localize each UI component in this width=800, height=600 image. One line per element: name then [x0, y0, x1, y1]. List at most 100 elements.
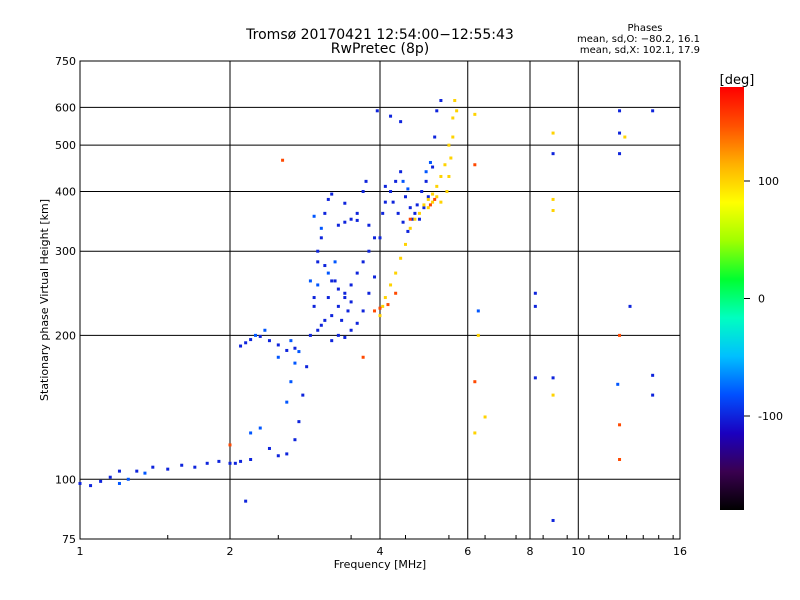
scatter-point	[428, 160, 432, 164]
scatter-point	[330, 339, 334, 343]
colorbar-tick-label: 100	[758, 175, 779, 188]
scatter-point	[618, 457, 622, 461]
scatter-point	[361, 189, 365, 193]
scatter-point	[333, 260, 337, 264]
scatter-point	[336, 304, 340, 308]
scatter-point	[258, 334, 262, 338]
scatter-point	[326, 296, 330, 300]
x-tick-label: 8	[527, 545, 534, 558]
scatter-point	[267, 446, 271, 450]
scatter-point	[424, 179, 428, 183]
scatter-point	[312, 296, 316, 300]
grid	[79, 60, 681, 540]
scatter-point	[249, 457, 253, 461]
scatter-point	[312, 214, 316, 218]
scatter-point	[276, 355, 280, 359]
scatter-point	[455, 109, 459, 113]
scatter-point	[323, 318, 327, 322]
scatter-point	[533, 376, 537, 380]
scatter-point	[285, 348, 289, 352]
tick-labels: 1 2 4 6 8 10 16 75 100 200 300 400 500 600 750	[55, 55, 687, 558]
scatter-point	[411, 217, 415, 221]
scatter-point	[651, 373, 655, 377]
scatter-point	[396, 211, 400, 215]
scatter-point	[413, 211, 417, 215]
scatter-point	[343, 220, 347, 224]
y-tick-label: 600	[55, 101, 76, 114]
scatter-point	[297, 420, 301, 424]
scatter-point	[483, 415, 487, 419]
scatter-point	[439, 200, 443, 204]
scatter-point	[422, 203, 426, 207]
scatter-point	[435, 109, 439, 113]
scatter-point	[401, 179, 405, 183]
scatter-point	[308, 333, 312, 337]
colorbar-ticks: 100 0 -100	[744, 175, 783, 423]
scatter-point	[349, 283, 353, 287]
scatter-point	[389, 189, 393, 193]
colorbar-tick-label: 0	[758, 293, 765, 306]
scatter-point	[426, 206, 430, 210]
scatter-point	[340, 318, 344, 322]
scatter-point	[126, 477, 130, 481]
legend-line-o: mean, sd,O: −80.2, 16.1	[577, 34, 700, 45]
scatter-point	[367, 249, 371, 253]
scatter-point	[394, 271, 398, 275]
scatter-point	[135, 469, 139, 473]
scatter-point	[373, 236, 377, 240]
scatter-point	[551, 197, 555, 201]
scatter-point	[336, 223, 340, 227]
scatter-point	[417, 217, 421, 221]
scatter-point	[289, 380, 293, 384]
scatter-point	[426, 195, 430, 199]
x-tick-label: 10	[571, 545, 585, 558]
scatter-point	[394, 179, 398, 183]
scatter-point	[293, 361, 297, 365]
y-axis-label: Stationary phase Virtual Height [km]	[38, 199, 51, 401]
scatter-point	[349, 328, 353, 332]
scatter-point	[233, 461, 237, 465]
scatter-point	[551, 518, 555, 522]
scatter-point	[378, 314, 382, 318]
scatter-point	[297, 350, 301, 354]
scatter-point	[408, 226, 412, 230]
scatter-point	[373, 309, 377, 313]
scatter-point	[616, 382, 620, 386]
scatter-point	[346, 309, 350, 313]
scatter-point	[373, 275, 377, 279]
scatter-point	[308, 279, 312, 283]
scatter-point	[551, 131, 555, 135]
scatter-point	[326, 271, 330, 275]
scatter-point	[618, 152, 622, 156]
scatter-point	[319, 323, 323, 327]
scatter-point	[293, 346, 297, 350]
scatter-point	[228, 461, 232, 465]
scatter-point	[89, 484, 93, 488]
y-tick-label: 400	[55, 185, 76, 198]
scatter-point	[355, 321, 359, 325]
scatter-point	[618, 131, 622, 135]
scatter-point	[330, 279, 334, 283]
scatter-point	[305, 365, 309, 369]
scatter-point	[618, 423, 622, 427]
scatter-point	[473, 431, 477, 435]
y-tick-label: 75	[62, 533, 76, 546]
scatter-point	[451, 135, 455, 139]
scatter-point	[267, 339, 271, 343]
scatter-point	[349, 217, 353, 221]
scatter-point	[285, 452, 289, 456]
scatter-point	[433, 197, 437, 201]
scatter-point	[476, 333, 480, 337]
scatter-point	[319, 226, 323, 230]
scatter-point	[193, 465, 197, 469]
scatter-point	[180, 463, 184, 467]
scatter-point	[386, 303, 390, 307]
scatter-point	[533, 291, 537, 295]
scatter-point	[151, 465, 155, 469]
scatter-point	[375, 109, 379, 113]
scatter-point	[399, 256, 403, 260]
scatter-point	[336, 287, 340, 291]
scatter-point	[166, 467, 170, 471]
legend-heading: Phases	[627, 23, 662, 34]
y-tick-label: 200	[55, 329, 76, 342]
